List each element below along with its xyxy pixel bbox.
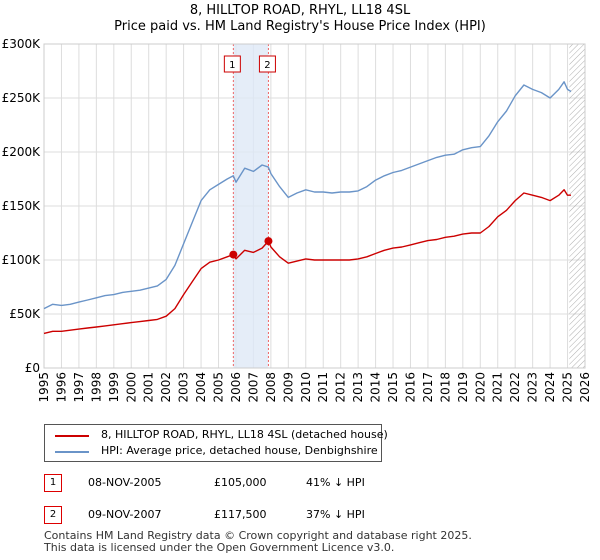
x-tick-label: 2004 bbox=[194, 372, 208, 403]
footer-licence: This data is licensed under the Open Gov… bbox=[44, 541, 395, 554]
x-tick-label: 2015 bbox=[386, 372, 400, 403]
transaction-row: 1 08-NOV-2005 £105,000 41% ↓ HPI bbox=[44, 474, 564, 492]
x-tick-label: 2006 bbox=[229, 372, 243, 403]
x-tick-label: 2016 bbox=[403, 372, 417, 403]
x-tick-label: 2025 bbox=[561, 372, 575, 403]
sale-point bbox=[229, 250, 238, 259]
transaction-price: £105,000 bbox=[214, 476, 267, 489]
x-tick-label: 2012 bbox=[334, 372, 348, 403]
legend-swatch-property bbox=[55, 435, 89, 437]
marker-label: 2 bbox=[264, 60, 270, 71]
legend-label-property: 8, HILLTOP ROAD, RHYL, LL18 4SL (detache… bbox=[101, 428, 388, 441]
y-tick-label: £250K bbox=[2, 91, 42, 105]
x-tick-label: 2014 bbox=[369, 372, 383, 403]
x-tick-label: 2013 bbox=[351, 372, 365, 403]
legend-item-hpi: HPI: Average price, detached house, Denb… bbox=[45, 443, 381, 459]
marker-label: 1 bbox=[229, 60, 235, 71]
x-tick-label: 2017 bbox=[421, 372, 435, 403]
x-tick-label: 1999 bbox=[107, 372, 121, 403]
x-tick-label: 2021 bbox=[491, 372, 505, 403]
x-tick-label: 2003 bbox=[177, 372, 191, 403]
transaction-row: 2 09-NOV-2007 £117,500 37% ↓ HPI bbox=[44, 506, 564, 524]
x-tick-label: 1996 bbox=[54, 372, 68, 403]
x-tick-label: 2001 bbox=[142, 372, 156, 403]
legend-item-property: 8, HILLTOP ROAD, RHYL, LL18 4SL (detache… bbox=[45, 427, 388, 443]
y-tick-label: £0 bbox=[25, 361, 40, 375]
plot-border bbox=[43, 43, 586, 369]
legend-label-hpi: HPI: Average price, detached house, Denb… bbox=[101, 444, 378, 457]
marker-badge bbox=[223, 55, 241, 73]
x-tick-label: 2000 bbox=[124, 372, 138, 403]
highlight-band bbox=[233, 44, 269, 368]
chart-subtitle: Price paid vs. HM Land Registry's House … bbox=[114, 19, 486, 34]
hpi-series-line bbox=[43, 81, 572, 310]
legend-swatch-hpi bbox=[55, 451, 89, 453]
y-tick-label: £150K bbox=[2, 199, 42, 213]
forecast-hatch bbox=[569, 44, 585, 368]
x-tick-label: 2009 bbox=[281, 372, 295, 403]
x-tick-label: 2024 bbox=[543, 372, 557, 403]
x-tick-label: 2008 bbox=[264, 372, 278, 403]
x-tick-label: 2020 bbox=[473, 372, 487, 403]
y-tick-label: £100K bbox=[2, 253, 42, 267]
transaction-badge: 2 bbox=[44, 506, 62, 524]
transaction-hpi-diff: 37% ↓ HPI bbox=[306, 508, 365, 521]
transaction-date: 08-NOV-2005 bbox=[88, 476, 162, 489]
transaction-price: £117,500 bbox=[214, 508, 267, 521]
y-tick-label: £200K bbox=[2, 145, 42, 159]
footer-copyright: Contains HM Land Registry data © Crown c… bbox=[44, 529, 472, 542]
x-tick-label: 1998 bbox=[89, 372, 103, 403]
x-tick-label: 2011 bbox=[316, 372, 330, 403]
x-tick-label: 2023 bbox=[526, 372, 540, 403]
x-tick-label: 2002 bbox=[159, 372, 173, 403]
y-tick-label: £300K bbox=[2, 37, 42, 51]
transaction-badge: 1 bbox=[44, 474, 62, 492]
x-tick-label: 1997 bbox=[72, 372, 86, 403]
chart-title: 8, HILLTOP ROAD, RHYL, LL18 4SL bbox=[189, 3, 411, 18]
x-tick-label: 1995 bbox=[37, 372, 51, 403]
transaction-hpi-diff: 41% ↓ HPI bbox=[306, 476, 365, 489]
x-tick-label: 2019 bbox=[456, 372, 470, 403]
x-tick-label: 2005 bbox=[212, 372, 226, 403]
x-tick-label: 2018 bbox=[438, 372, 452, 403]
marker-badge bbox=[258, 55, 276, 73]
x-tick-label: 2010 bbox=[299, 372, 313, 403]
property-series-line bbox=[43, 189, 571, 335]
sale-point bbox=[264, 237, 273, 246]
legend: 8, HILLTOP ROAD, RHYL, LL18 4SL (detache… bbox=[44, 424, 388, 462]
y-tick-label: £50K bbox=[9, 307, 41, 321]
x-tick-label: 2026 bbox=[578, 372, 592, 403]
x-tick-label: 2007 bbox=[246, 372, 260, 403]
transaction-date: 09-NOV-2007 bbox=[88, 508, 162, 521]
x-tick-label: 2022 bbox=[508, 372, 522, 403]
